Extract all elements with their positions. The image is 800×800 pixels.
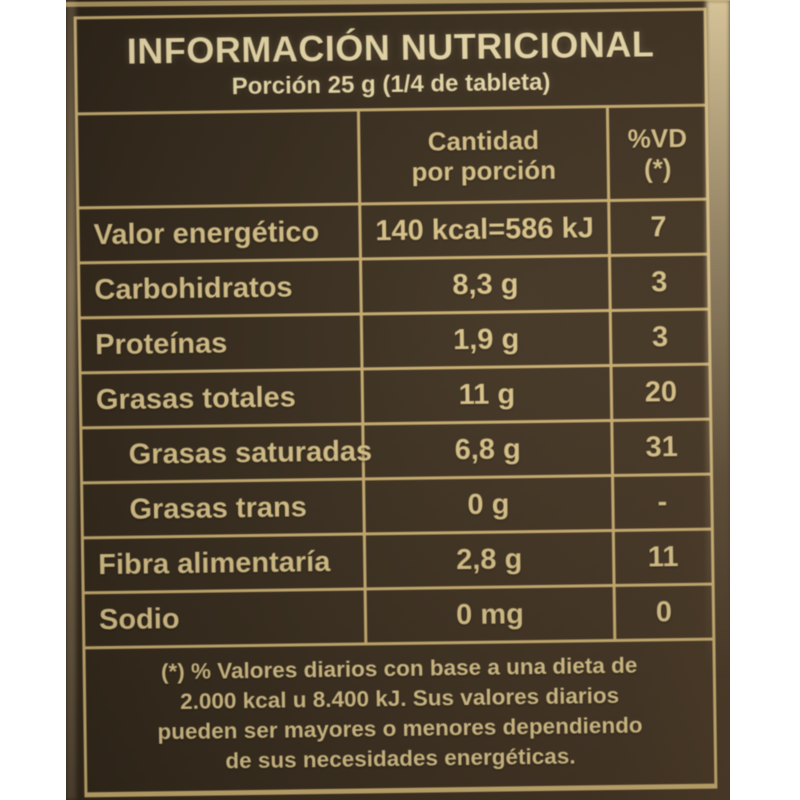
nutrient-label: Carbohidratos xyxy=(80,260,363,317)
table-header-row: Cantidad por porción %VD (*) xyxy=(77,103,707,207)
dv-header-line1: %VD xyxy=(627,122,688,154)
amount-header-line1: Cantidad xyxy=(427,124,540,157)
dv-value: 31 xyxy=(645,430,678,464)
nutrient-label: Sodio xyxy=(84,590,368,647)
nutrition-label-frame: INFORMACIÓN NUTRICIONAL Porción 25 g (1/… xyxy=(73,7,718,798)
nutrition-title: INFORMACIÓN NUTRICIONAL xyxy=(126,23,655,72)
nutrient-label: Grasas trans xyxy=(83,480,366,537)
dv-value: 0 xyxy=(655,595,673,628)
amount-value: 2,8 g xyxy=(365,531,616,588)
nutrition-label-photo: INFORMACIÓN NUTRICIONAL Porción 25 g (1/… xyxy=(66,0,730,800)
package-top-edge-line xyxy=(66,0,730,7)
nutrient-label: Proteínas xyxy=(80,315,364,372)
dv-value: 7 xyxy=(650,210,667,243)
dv-value: 20 xyxy=(644,375,678,409)
amount-value: 140 kcal=586 kJ xyxy=(361,201,611,258)
title-block: INFORMACIÓN NUTRICIONAL Porción 25 g (1/… xyxy=(77,11,705,113)
amount-value: 0 g xyxy=(365,476,615,533)
dv-value: 3 xyxy=(651,265,668,298)
nutrient-row-fiber: Fibra alimentaría 2,8 g 11 xyxy=(83,527,712,592)
nutrient-row-carbs: Carbohidratos 8,3 g 3 xyxy=(79,252,708,317)
dv-header-line2: (*) xyxy=(643,152,672,184)
dv-value: 11 xyxy=(647,540,679,573)
daily-values-footnote: (*) % Valores diarios con base a una die… xyxy=(85,637,715,793)
nutrient-label: Grasas saturadas xyxy=(82,425,372,482)
amount-value: 6,8 g xyxy=(364,421,615,478)
amount-value: 8,3 g xyxy=(362,256,612,313)
amount-value: 0 mg xyxy=(366,586,617,643)
amount-value: 1,9 g xyxy=(362,311,613,368)
nutrient-row-sodium: Sodio 0 mg 0 xyxy=(84,582,713,647)
amount-value: 11 g xyxy=(363,366,614,423)
nutrient-row-trans-fat: Grasas trans 0 g - xyxy=(83,472,711,537)
amount-header-line2: por porción xyxy=(411,154,557,187)
nutrient-label: Valor energético xyxy=(79,205,362,262)
nutrient-row-saturated-fat: Grasas saturadas 6,8 g 31 xyxy=(82,417,711,482)
nutrient-label: Fibra alimentaría xyxy=(83,535,367,592)
nutrient-row-energy: Valor energético 140 kcal=586 kJ 7 xyxy=(79,197,707,262)
nutrient-row-total-fat: Grasas totales 11 g 20 xyxy=(81,362,710,427)
serving-size: Porción 25 g (1/4 de tableta) xyxy=(231,68,551,101)
dv-value: - xyxy=(657,485,668,518)
nutrient-row-protein: Proteínas 1,9 g 3 xyxy=(80,307,709,372)
nutrient-column-header xyxy=(77,111,362,207)
amount-column-header: Cantidad por porción xyxy=(359,107,611,203)
dv-column-header: %VD (*) xyxy=(609,107,706,199)
dv-value: 3 xyxy=(651,320,669,353)
nutrient-label: Grasas totales xyxy=(81,370,365,427)
